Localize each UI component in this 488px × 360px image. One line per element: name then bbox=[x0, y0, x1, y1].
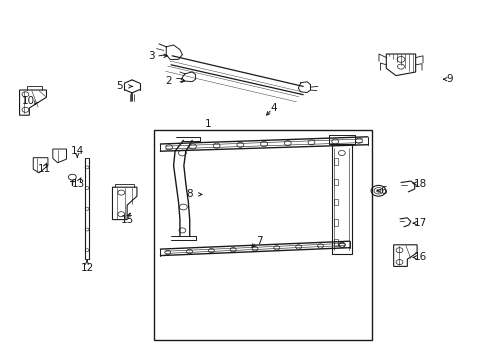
Text: 6: 6 bbox=[379, 186, 386, 196]
Text: 11: 11 bbox=[37, 164, 51, 174]
Text: 7: 7 bbox=[255, 236, 262, 246]
Text: 15: 15 bbox=[120, 215, 134, 225]
Bar bbox=[334, 158, 338, 165]
Text: 2: 2 bbox=[165, 76, 172, 86]
Text: 17: 17 bbox=[413, 218, 427, 228]
Text: 16: 16 bbox=[413, 252, 427, 262]
Bar bbox=[334, 179, 338, 185]
Text: 4: 4 bbox=[270, 103, 277, 113]
Bar bbox=[334, 219, 338, 226]
Text: 9: 9 bbox=[446, 74, 452, 84]
Bar bbox=[331, 144, 351, 254]
Text: 14: 14 bbox=[70, 146, 84, 156]
Text: 1: 1 bbox=[204, 119, 211, 129]
Bar bbox=[154, 130, 371, 340]
Text: 12: 12 bbox=[80, 263, 94, 273]
Bar bbox=[334, 199, 338, 205]
Text: 13: 13 bbox=[71, 179, 85, 189]
Text: 3: 3 bbox=[148, 51, 155, 61]
Bar bbox=[334, 239, 338, 246]
Text: 8: 8 bbox=[186, 189, 193, 199]
Text: 18: 18 bbox=[413, 179, 427, 189]
Text: 5: 5 bbox=[116, 81, 123, 91]
Text: 10: 10 bbox=[22, 96, 35, 106]
